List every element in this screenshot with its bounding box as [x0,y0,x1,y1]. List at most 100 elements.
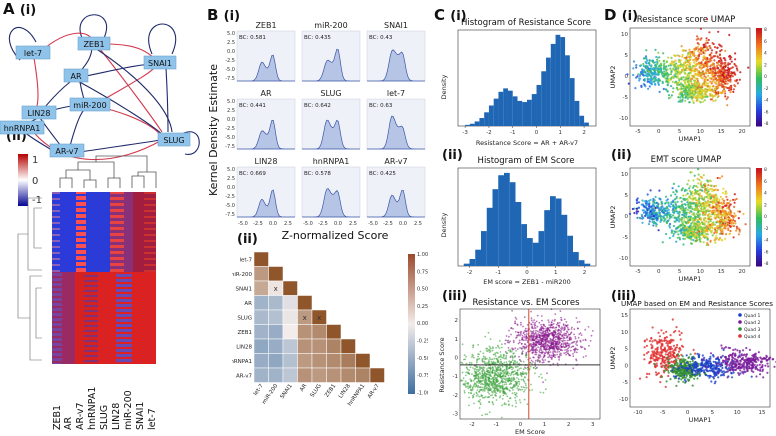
corr-cell [282,295,298,311]
kde-cell-zeb1: ZEB1 BC: 0.581 5.0 2.5 0.0 -2.5 -5.0 -7.5 [225,21,296,82]
corr-cell [253,367,269,383]
panel-d-ii-label: (ii) [611,148,632,163]
hist-bar [536,84,542,126]
hist-xtick: 0 [535,130,539,136]
umap-xtick: 10 [697,269,704,275]
heatmap-cbar-tick-neg1: -1 [32,195,42,206]
corr-col-label: let-7 [253,383,265,397]
kde-ytick: -2.5 [225,194,235,200]
umap-ytick: 5 [625,193,629,199]
hist-xtick: 2 [583,270,587,276]
hist-xtick: -2 [486,130,491,136]
corr-cell [282,338,298,354]
corr-cbar-tick: 1.00 [417,252,428,258]
panel-c-label: C (i) [434,6,467,24]
umap-ytick: -5 [623,95,629,101]
umap-ytick: -10 [619,397,628,403]
edge-ar-lin28 [43,81,71,109]
corr-col-label: SLUG [310,383,323,398]
umap-ytick: 0 [625,74,629,80]
edge-ar-mir200 [79,81,85,101]
corr-row-label: SNAI1 [236,286,253,292]
hist-bar [555,34,561,126]
kde-cell-title: let-7 [387,89,405,98]
panel-b-ii-label: (ii) [237,232,258,247]
umap-xtick: 0 [657,129,661,135]
edge-snai1-self [148,23,177,55]
hist-bar [509,182,516,266]
kde-cell-snai1: SNAI1 BC: 0.43 [366,21,426,82]
umap-xtick: -5 [660,410,666,416]
hist-bar [465,124,470,126]
umap-ytick: 15 [621,313,628,319]
hist-em-title: Histogram of EM Score [478,156,575,166]
kde-ytick: -5.0 [225,67,235,73]
umap-xlabel: UMAP1 [679,135,702,143]
kde-curve [302,188,360,218]
hist-bar [527,99,532,126]
corr-cell [355,353,371,369]
umap-quadrants: UMAP based on EM and Resistance Scores U… [609,299,776,424]
svg-text:miR-200: miR-200 [73,101,106,110]
hist-xtick: -3 [462,130,468,136]
kde-ytick: 5.0 [227,99,235,105]
kde-cell-title: hnRNPA1 [313,157,350,166]
kde-cell-title: SLUG [320,89,341,98]
hist-bar [517,100,523,126]
column-dendrogram [59,155,157,188]
corr-cell [268,338,284,354]
corr-cell [340,353,356,369]
hist-bar [488,105,494,126]
hist-res-title: Histogram of Resistance Score [461,18,591,28]
kde-cell-let-7: let-7 BC: 0.63 [366,89,426,150]
scatter-series-green [460,331,547,419]
svg-text:LIN28: LIN28 [28,109,51,118]
heatmap-col-snai1: SNAI1 [135,402,146,430]
corr-cell [268,324,284,340]
umap-colorbar: 8 6 4 2 0 -2 -4 -6 -8 [756,167,769,267]
kde-cell-mir-200: miR-200 BC: 0.435 [301,21,361,82]
edge-ar-slug [75,79,163,135]
clustered-heatmap: 1 0 -1 ZEB1 AR AR-v7 hnRNPA1 SLUG LIN28 … [17,154,158,430]
kde-cell-title: AR-v7 [384,157,407,166]
node-lin28: LIN28 [21,105,57,120]
scatter-series-purple [473,308,594,384]
kde-xtick: -2.5 [383,221,393,227]
corr-cell [340,338,356,354]
hist-bar [463,263,470,266]
corr-cell [253,324,269,340]
corr-x-mark: x [317,314,321,322]
kde-curve [237,119,295,150]
hist-bar [504,172,510,266]
corr-cell [311,324,327,340]
umap-ylabel: UMAP2 [609,66,617,89]
corr-row-label: LIN28 [236,344,252,350]
hist-bar [469,123,475,126]
hist-em-xlabel: EM score = ZEB1 - miR200 [483,278,571,286]
heatmap-col-ar: AR [63,417,74,430]
kde-cell-bc: BC: 0.43 [369,35,393,41]
node-ar: AR [63,68,89,83]
heatmap-col-zeb1: ZEB1 [52,405,63,430]
heatmap-cbar-tick-0: 0 [32,176,38,187]
hist-bar [512,96,518,126]
hist-bar [560,37,566,126]
corr-cell [369,367,385,383]
corr-cell [282,280,298,296]
hist-bar [561,214,568,266]
edge-slug-self [177,131,200,155]
corr-cbar-tick: 0.75 [417,269,428,275]
kde-ytick: -7.5 [225,212,235,218]
kde-curve [302,48,360,82]
svg-text:let-7: let-7 [24,49,42,58]
umap-points [628,168,747,247]
heatmap-col-let7: let-7 [147,408,158,430]
umap-xtick: 15 [718,269,725,275]
kde-curve [367,115,425,150]
umap-ytick: 10 [621,32,628,38]
hist-bar [541,71,547,126]
umap-ytick: 0 [625,214,629,220]
kde-ytick: -2.5 [225,126,235,132]
umap-quad-title: UMAP based on EM and Resistance Scores [621,299,773,308]
corr-cbar-tick: -1.00 [417,390,428,396]
